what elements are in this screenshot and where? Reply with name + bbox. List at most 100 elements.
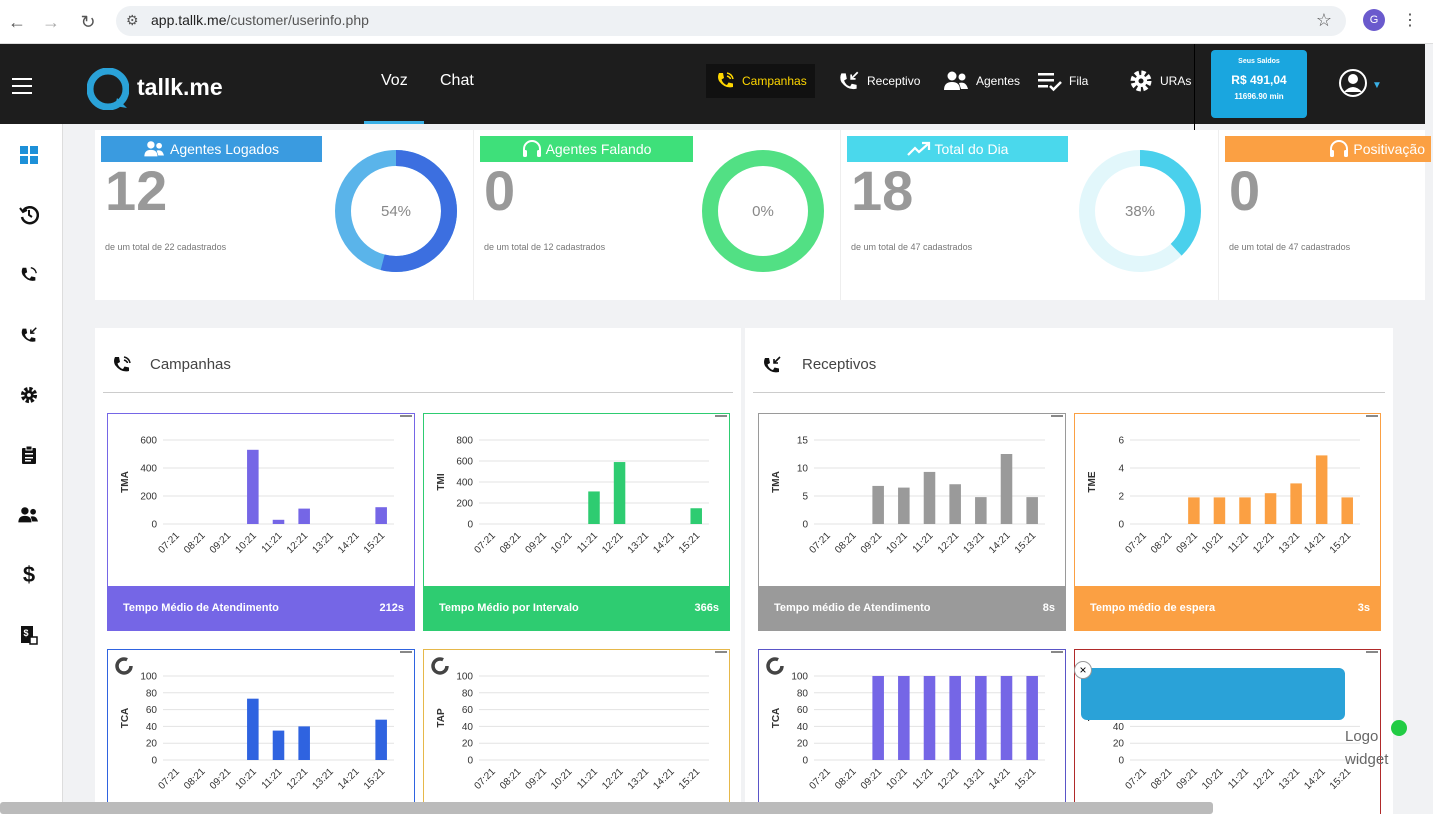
browser-toolbar: ← → ↻ ⚙ app.tallk.me/customer/userinfo.p… <box>0 0 1433 44</box>
x-tick-label: 14:21 <box>1302 766 1328 792</box>
nav-agentes[interactable]: Agentes <box>944 64 1020 98</box>
chart-card-tme-receptivos: 0 2 4 6 TME 07:21 08:21 09:21 10:21 11:21 12:21 13:… <box>1074 413 1381 631</box>
x-tick-label: 12:21 <box>285 530 311 556</box>
donut-value-arc <box>335 150 457 272</box>
bar <box>298 508 310 524</box>
tab-voz[interactable]: Voz <box>381 72 408 89</box>
stat-label: Agentes Logados <box>170 141 279 157</box>
x-tick-label: 09:21 <box>208 766 234 792</box>
chart-footer: Tempo Médio de Atendimento 212s <box>108 586 414 630</box>
donut-percent-label: 54% <box>381 203 411 220</box>
collapse-icon[interactable] <box>1366 651 1378 653</box>
reload-icon[interactable]: ↻ <box>80 11 96 32</box>
billing-report-icon[interactable]: $ <box>18 624 40 646</box>
stat-subtitle: de um total de 12 cadastrados <box>484 242 606 252</box>
stat-label: Positivação <box>1353 141 1425 157</box>
x-tick-label: 12:21 <box>936 530 962 556</box>
back-icon[interactable]: ← <box>8 11 26 32</box>
x-tick-label: 08:21 <box>833 530 859 556</box>
collapse-icon[interactable] <box>715 651 727 653</box>
y-tick-label: 0 <box>802 520 808 531</box>
bar <box>298 726 310 760</box>
collapse-icon[interactable] <box>715 415 727 417</box>
stat-donut: 0% <box>702 150 824 272</box>
bar <box>375 719 387 760</box>
y-tick-label: 600 <box>456 457 473 468</box>
phone-ringing-icon[interactable] <box>18 264 40 286</box>
forward-icon[interactable]: → <box>42 11 60 32</box>
stat-value: 12 <box>105 159 168 222</box>
stat-donut: 54% <box>335 150 457 272</box>
x-tick-label: 14:21 <box>651 530 677 556</box>
x-tick-label: 11:21 <box>911 530 936 555</box>
y-tick-label: 0 <box>151 520 157 531</box>
x-tick-label: 09:21 <box>524 766 550 792</box>
bookmark-star-icon[interactable]: ☆ <box>1315 10 1332 30</box>
chart-card-tap-campanhas: 0 20 40 60 80 100 TAP 07:21 08:21 09:21 10:21 11:21… <box>423 649 730 814</box>
headset-icon <box>1330 140 1349 157</box>
gear-icon[interactable] <box>18 384 40 406</box>
y-tick-label: 80 <box>462 688 474 699</box>
svg-text:$: $ <box>24 628 29 638</box>
chart-footer: Tempo médio de espera 3s <box>1075 586 1380 630</box>
browser-menu-icon[interactable]: ⋮ <box>1402 12 1418 29</box>
x-tick-label: 13:21 <box>961 766 987 792</box>
user-account-icon[interactable] <box>1338 68 1368 98</box>
x-tick-label: 11:21 <box>575 530 600 555</box>
balance-widget[interactable]: Seus Saldos R$ 491,04 11696.90 min <box>1211 50 1307 118</box>
y-tick-label: 100 <box>456 672 473 683</box>
bar <box>247 698 259 760</box>
dollar-icon[interactable]: $ <box>22 562 36 587</box>
history-icon[interactable] <box>18 204 40 226</box>
collapse-icon[interactable] <box>400 415 412 417</box>
chart-card-receptivos-4: 02040T07:2108:2109:2110:2111:2112:2113:2… <box>1074 649 1381 814</box>
bar <box>1315 455 1328 524</box>
stat-donut: 38% <box>1079 150 1201 272</box>
donut-track <box>702 150 824 272</box>
y-tick-label: 20 <box>462 739 474 750</box>
x-tick-label: 10:21 <box>549 530 575 556</box>
agents-icon[interactable] <box>18 504 40 526</box>
collapse-icon[interactable] <box>1366 415 1378 417</box>
incoming-call-icon[interactable] <box>18 324 40 346</box>
y-axis-label: TMI <box>436 473 447 490</box>
address-bar[interactable]: ⚙ app.tallk.me/customer/userinfo.php ☆ <box>116 6 1346 36</box>
bar <box>247 449 259 524</box>
bar-chart: 02040T07:2108:2109:2110:2111:2112:2113:2… <box>1087 715 1360 792</box>
y-tick-label: 0 <box>1118 520 1124 531</box>
x-tick-label: 09:21 <box>859 530 885 556</box>
panel-title: Campanhas <box>150 356 231 373</box>
widget-logo[interactable]: Logo widget <box>1345 728 1389 768</box>
horizontal-scrollbar[interactable] <box>0 802 1213 814</box>
bar-chart: 0 20 40 60 80 100 TAP 07:21 08:21 09:21 10:21 11:21… <box>436 672 709 792</box>
clipboard-icon[interactable] <box>18 444 40 466</box>
x-tick-label: 09:21 <box>1175 530 1201 556</box>
collapse-icon[interactable] <box>400 651 412 653</box>
bar <box>1341 497 1353 524</box>
x-tick-label: 13:21 <box>310 530 336 556</box>
collapse-icon[interactable] <box>1051 415 1063 417</box>
hamburger-menu-icon[interactable] <box>12 78 32 94</box>
y-tick-label: 100 <box>791 672 808 683</box>
tab-chat[interactable]: Chat <box>440 72 474 89</box>
x-tick-label: 10:21 <box>549 766 575 792</box>
balance-minutes: 11696.90 min <box>1234 92 1284 101</box>
nav-fila[interactable]: Fila <box>1037 64 1088 98</box>
nav-campanhas[interactable]: Campanhas <box>706 64 815 98</box>
nav-receptivo[interactable]: Receptivo <box>837 64 920 98</box>
panel-title: Receptivos <box>802 356 877 373</box>
x-tick-label: 08:21 <box>833 766 859 792</box>
chevron-down-icon[interactable]: ▼ <box>1372 80 1382 91</box>
url-text[interactable]: app.tallk.me/customer/userinfo.php <box>151 12 369 28</box>
chat-widget-bubble[interactable] <box>1081 668 1345 720</box>
nav-uras[interactable]: URAs <box>1128 64 1191 98</box>
x-tick-label: 12:21 <box>936 766 962 792</box>
site-settings-icon[interactable]: ⚙ <box>126 12 139 28</box>
browser-profile-avatar[interactable]: G <box>1363 9 1385 31</box>
bar <box>1188 497 1200 524</box>
donut-value-arc <box>1079 150 1201 272</box>
close-icon[interactable]: × <box>1074 661 1092 679</box>
x-tick-label: 07:21 <box>156 530 182 556</box>
collapse-icon[interactable] <box>1051 651 1063 653</box>
dashboard-icon[interactable] <box>18 144 40 166</box>
